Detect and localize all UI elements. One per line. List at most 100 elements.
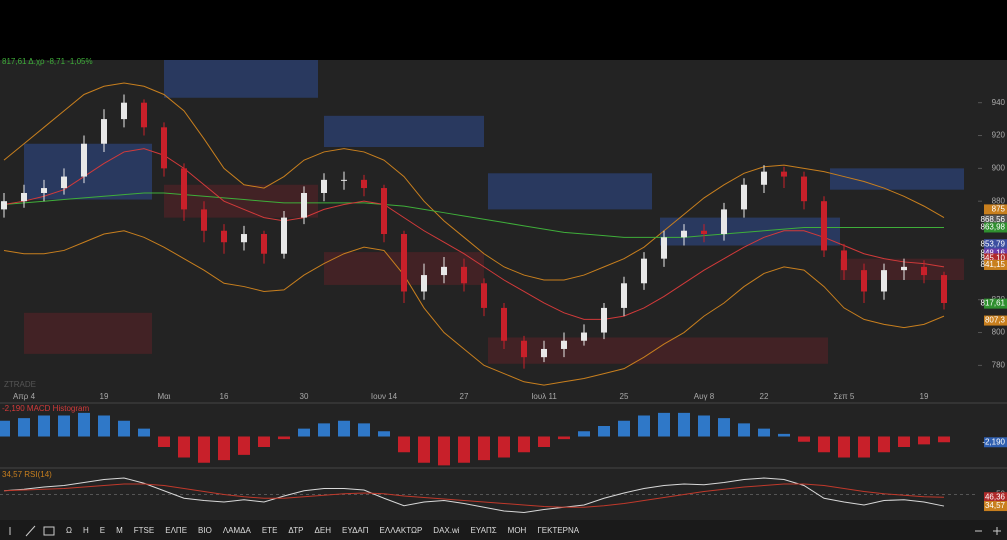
- candle-body: [801, 176, 807, 202]
- badge-label: 845,10: [981, 254, 1006, 263]
- panel-title: 34,57 RSI(14): [2, 470, 52, 479]
- indicator-line: [3, 82, 945, 281]
- x-tick-label: Απρ 4: [13, 392, 36, 401]
- badge-label: 807,3: [985, 316, 1006, 325]
- toolbar-button[interactable]: DAX.wi: [433, 526, 459, 535]
- candle-body: [1, 201, 7, 210]
- y-tick-label: 880: [992, 196, 1006, 205]
- candle-body: [261, 234, 267, 254]
- x-tick-label: 19: [920, 392, 929, 401]
- histogram-bar: [878, 436, 890, 453]
- candle-body: [21, 192, 27, 202]
- toolbar-button[interactable]: ΒΙΟ: [198, 526, 212, 535]
- candle-body: [741, 184, 747, 210]
- watermark: ZTRADE: [4, 380, 36, 389]
- histogram-bar: [418, 436, 430, 463]
- candle-body: [901, 266, 907, 271]
- price-badge: [984, 204, 1007, 215]
- candle-body: [561, 340, 567, 349]
- toolbar-button[interactable]: ΕΤΕ: [262, 526, 278, 535]
- candle-body: [401, 234, 407, 292]
- icon: [43, 526, 55, 536]
- x-tick-label: 27: [460, 392, 469, 401]
- histogram-bar: [138, 428, 150, 437]
- candle-body: [61, 176, 67, 189]
- price-badge: [984, 298, 1007, 309]
- candle-body: [461, 266, 467, 284]
- zone: [830, 168, 964, 190]
- x-tick-label: 19: [100, 392, 109, 401]
- candle-body: [181, 168, 187, 210]
- y-tick-label: 780: [992, 360, 1006, 369]
- toolbar-button[interactable]: ΕΛΛΑΚΤΩΡ: [380, 526, 423, 535]
- toolbar-icons: [9, 525, 1001, 537]
- price-badge: [984, 501, 1007, 512]
- histogram-bar: [158, 436, 170, 447]
- candle-body: [501, 307, 507, 341]
- toolbar-button[interactable]: ΔΕΗ: [315, 526, 332, 535]
- price-badge: [984, 315, 1007, 326]
- price-badge: [984, 248, 1007, 259]
- histogram-bar: [938, 436, 950, 443]
- histogram-bar: [398, 436, 410, 453]
- toolbar-button[interactable]: ΜΟΗ: [508, 526, 527, 535]
- histogram-bar: [558, 436, 570, 440]
- candle-body: [941, 275, 947, 303]
- toolbar-button[interactable]: Η: [83, 526, 89, 535]
- candle-body: [781, 171, 787, 177]
- top-bar: [0, 0, 1007, 60]
- histogram-bar: [578, 431, 590, 437]
- histogram-bar: [678, 412, 690, 437]
- histogram-bar: [438, 436, 450, 466]
- price-badge: [984, 437, 1007, 448]
- histogram-bar: [598, 426, 610, 437]
- indicator-line: [3, 148, 945, 320]
- histogram-bar: [118, 420, 130, 437]
- histogram-bar: [518, 436, 530, 453]
- candle-body: [761, 171, 767, 185]
- candle-body: [701, 230, 707, 235]
- toolbar-button[interactable]: ΛΑΜΔΑ: [223, 526, 252, 535]
- toolbar-button[interactable]: FTSE: [134, 526, 154, 535]
- histogram-bar: [298, 428, 310, 437]
- candle-body: [281, 217, 287, 254]
- histogram-bar: [0, 420, 10, 437]
- candle-body: [721, 209, 727, 235]
- histogram-bar: [918, 436, 930, 445]
- indicator-line: [3, 230, 945, 386]
- candle-body: [421, 275, 427, 292]
- histogram-bar: [478, 436, 490, 461]
- candle-body: [481, 283, 487, 308]
- toolbar-button[interactable]: Μ: [116, 526, 123, 535]
- toolbar-button[interactable]: ΕΥΑΠΣ: [471, 526, 497, 535]
- candle-body: [661, 237, 667, 259]
- candle-body: [601, 307, 607, 333]
- toolbar-button[interactable]: Ε: [100, 526, 105, 535]
- histogram-bar: [618, 420, 630, 437]
- badge-label: 34,57: [985, 501, 1006, 510]
- toolbar-button[interactable]: ΔΤΡ: [288, 526, 303, 535]
- toolbar-button[interactable]: ΓΕΚΤΕΡΝΑ: [537, 526, 579, 535]
- candle-body: [881, 270, 887, 292]
- histogram-bar: [758, 428, 770, 437]
- candle-body: [121, 102, 127, 120]
- indicator-line: [3, 192, 944, 238]
- price-badge: [984, 222, 1007, 233]
- toolbar-button[interactable]: ΕΥΔΑΠ: [342, 526, 369, 535]
- toolbar-button[interactable]: Ω: [66, 526, 72, 535]
- badge-label: 853,79: [981, 239, 1006, 248]
- histogram-bar: [698, 415, 710, 437]
- candle-body: [581, 332, 587, 341]
- histogram-bar: [178, 436, 190, 458]
- y-tick-label: 800: [992, 328, 1006, 337]
- candle-body: [161, 127, 167, 169]
- x-tick-label: Ιουν 14: [371, 392, 398, 401]
- toolbar-button[interactable]: ΕΛΠΕ: [165, 526, 187, 535]
- histogram-bar: [238, 436, 250, 455]
- x-tick-label: 25: [620, 392, 629, 401]
- histogram-bar: [738, 423, 750, 437]
- candle-body: [841, 250, 847, 271]
- candle-body: [341, 179, 347, 181]
- histogram-bar: [358, 423, 370, 437]
